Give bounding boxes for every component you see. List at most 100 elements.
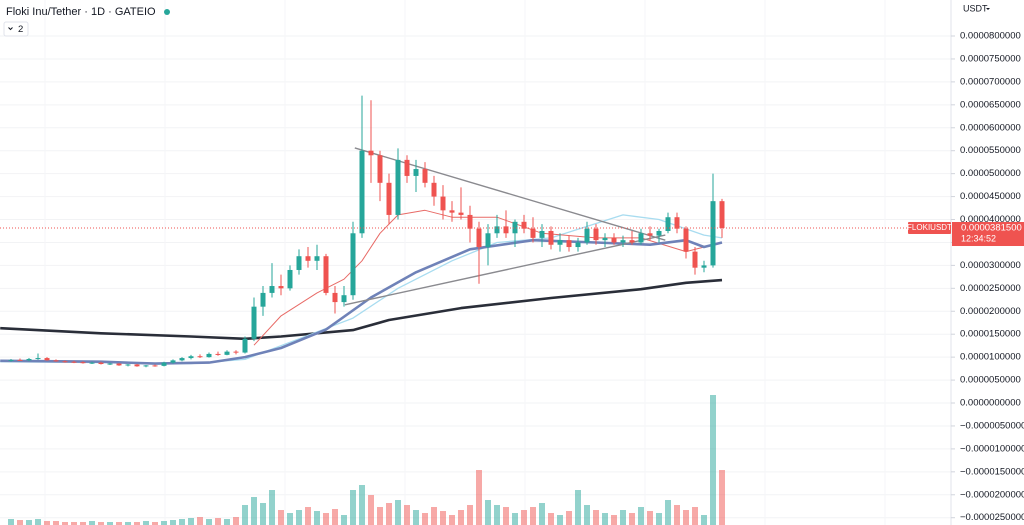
candle-body <box>188 356 194 359</box>
candle-body <box>422 169 428 183</box>
volume-bar <box>665 500 671 525</box>
candle-body <box>341 295 347 303</box>
volume-bar <box>242 505 248 525</box>
volume-bar <box>233 517 239 525</box>
volume-bar <box>134 522 140 525</box>
candle-body <box>692 251 698 268</box>
volume-bar <box>476 470 482 525</box>
volume-bar <box>458 510 464 525</box>
volume-bar <box>341 515 347 525</box>
candle-body <box>485 233 491 248</box>
candle-body <box>521 221 527 229</box>
volume-bar <box>80 522 86 525</box>
volume-bar <box>683 510 689 525</box>
candle-body <box>242 338 248 353</box>
candle-body <box>530 228 536 238</box>
candle-body <box>620 240 626 243</box>
candle-body <box>260 292 266 307</box>
candle-body <box>602 237 608 241</box>
volume-bar <box>548 513 554 525</box>
volume-bar <box>53 521 59 525</box>
volume-bar <box>692 507 698 525</box>
volume-bar <box>620 510 626 525</box>
volume-bar <box>584 505 590 525</box>
volume-bar <box>413 510 419 525</box>
candle-body <box>71 361 77 363</box>
volume-bar <box>701 515 707 525</box>
candle-body <box>89 362 95 364</box>
volume-bar <box>179 519 185 525</box>
candle-body <box>440 196 446 211</box>
indicator-count: 2 <box>18 24 23 35</box>
volume-bar <box>368 495 374 525</box>
volume-bar <box>197 517 203 525</box>
candle-body <box>701 265 707 268</box>
candle-body <box>161 362 167 366</box>
candle-body <box>251 306 257 339</box>
candle-body <box>593 228 599 241</box>
volume-bar <box>512 513 518 525</box>
volume-bar <box>215 518 221 525</box>
candle-body <box>233 351 239 353</box>
candle-body <box>503 226 509 234</box>
volume-bar <box>575 490 581 525</box>
candle-body <box>656 230 662 236</box>
y-tick-label: 0.0000550000 <box>960 145 1021 156</box>
volume-bar <box>611 515 617 525</box>
volume-bar <box>386 503 392 525</box>
candle-body <box>575 242 581 248</box>
y-tick-label: −0.0000100000 <box>960 443 1024 454</box>
candle-body <box>80 362 86 364</box>
volume-bar <box>206 519 212 525</box>
candle-body <box>467 214 473 229</box>
candle-body <box>107 363 113 365</box>
y-tick-label: 0.0000500000 <box>960 168 1021 179</box>
candle-body <box>476 228 482 248</box>
volume-bar <box>557 515 563 525</box>
candle-body <box>287 269 293 289</box>
candle-body <box>98 362 104 365</box>
volume-bar <box>188 518 194 525</box>
chevron-icon <box>8 27 13 31</box>
currency-button[interactable]: USDT <box>963 3 988 13</box>
candle-body <box>305 256 311 261</box>
candle-body <box>179 358 185 361</box>
volume-bar <box>170 520 176 525</box>
candle-body <box>719 201 725 229</box>
volume-bar <box>44 521 50 525</box>
y-tick-label: 0.0000150000 <box>960 329 1021 340</box>
volume-bar <box>539 503 545 525</box>
chart-title: Floki Inu/Tether · 1D · GATEIO <box>6 6 156 18</box>
volume-bar <box>332 509 338 525</box>
y-tick-label: 0.0000600000 <box>960 122 1021 133</box>
candle-body <box>125 364 131 366</box>
candle-body <box>557 240 563 245</box>
volume-bar <box>359 485 365 525</box>
volume-bar <box>422 513 428 525</box>
candle-body <box>17 359 23 361</box>
trend-line <box>344 234 666 306</box>
candle-body <box>62 361 68 363</box>
candle-body <box>665 217 671 231</box>
volume-pane <box>8 395 725 525</box>
y-tick-label: 0.0000450000 <box>960 191 1021 202</box>
indicator-toggle[interactable] <box>3 21 29 37</box>
grid <box>0 35 951 519</box>
candle-body <box>449 210 455 213</box>
volume-bar <box>107 522 113 525</box>
y-tick-label: 0.0000750000 <box>960 53 1021 64</box>
candle-body <box>683 228 689 252</box>
candle-body <box>611 237 617 243</box>
volume-bar <box>323 513 329 525</box>
candle-body <box>359 150 365 234</box>
candle-body <box>377 155 383 183</box>
volume-bar <box>494 505 500 525</box>
volume-bar <box>251 497 257 525</box>
candle-body <box>152 365 158 367</box>
candle-body <box>413 169 419 176</box>
candle-body <box>116 363 122 366</box>
y-tick-label: 0.0000000000 <box>960 398 1021 409</box>
volume-bar <box>152 522 158 525</box>
